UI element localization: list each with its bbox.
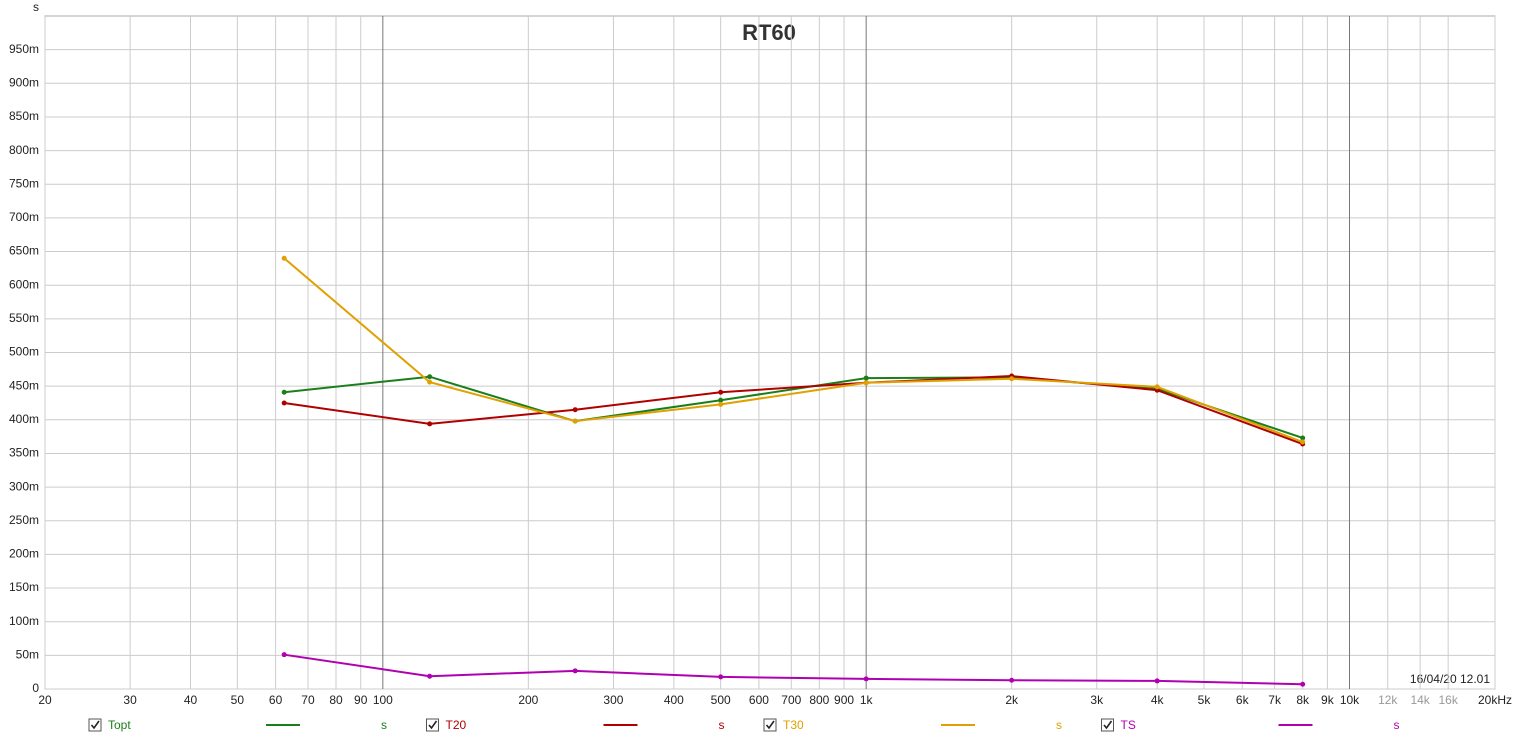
x-tick-label: 16k: [1438, 693, 1458, 707]
legend-check[interactable]: [428, 720, 438, 730]
y-tick-label: 450m: [9, 378, 39, 392]
x-tick-label: 7k: [1268, 693, 1282, 707]
y-tick-label: 950m: [9, 42, 39, 56]
data-point: [1009, 677, 1015, 683]
series-line: [284, 375, 1304, 445]
y-tick-label: 550m: [9, 311, 39, 325]
data-point: [281, 389, 287, 395]
y-tick-label: 850m: [9, 109, 39, 123]
data-point: [427, 374, 433, 380]
x-tick-label: 9k: [1321, 693, 1335, 707]
x-tick-label: 20: [38, 693, 52, 707]
y-tick-label: 700m: [9, 210, 39, 224]
x-tick-label: 2k: [1005, 693, 1019, 707]
legend-label: T30: [783, 718, 804, 732]
y-tick-label: 800m: [9, 143, 39, 157]
x-tick-label: 3k: [1090, 693, 1104, 707]
data-point: [1300, 435, 1306, 441]
y-tick-label: 300m: [9, 479, 39, 493]
y-tick-label: 900m: [9, 75, 39, 89]
data-point: [281, 400, 287, 406]
legend-unit: s: [381, 718, 387, 732]
data-point: [718, 674, 724, 680]
y-tick-label: 650m: [9, 244, 39, 258]
x-tick-label: 30: [123, 693, 137, 707]
data-point: [718, 397, 724, 403]
x-tick-label: 800: [809, 693, 829, 707]
legend-checkbox[interactable]: [763, 718, 777, 732]
x-tick-label: 600: [749, 693, 769, 707]
x-tick-label: 50: [231, 693, 245, 707]
legend-checkbox[interactable]: [1101, 718, 1114, 732]
x-tick-label: 70: [301, 693, 315, 707]
legend-unit: s: [719, 718, 725, 732]
y-tick-label: 400m: [9, 412, 39, 426]
x-tick-label: 5k: [1198, 693, 1212, 707]
x-tick-label: 60: [269, 693, 283, 707]
y-tick-label: 600m: [9, 277, 39, 291]
y-tick-label: 500m: [9, 345, 39, 359]
timestamp: 16/04/20 12.01: [1410, 672, 1490, 686]
data-point: [863, 375, 869, 381]
data-point: [863, 380, 869, 386]
data-point: [1154, 384, 1160, 390]
series-line: [283, 257, 1304, 443]
data-point: [863, 676, 869, 682]
y-tick-label: 150m: [9, 580, 39, 594]
y-axis-label: s: [33, 0, 39, 14]
y-tick-label: 750m: [9, 176, 39, 190]
x-tick-label: 900: [834, 693, 854, 707]
x-tick-label: 100: [373, 693, 393, 707]
data-point: [572, 418, 578, 424]
x-tick-label: 400: [664, 693, 684, 707]
data-point: [572, 668, 578, 674]
y-tick-label: 350m: [9, 446, 39, 460]
legend-check[interactable]: [1103, 720, 1113, 730]
data-point: [1009, 376, 1015, 382]
legend-unit: s: [1056, 718, 1062, 732]
y-tick-label: 0: [32, 681, 39, 695]
data-point: [572, 407, 578, 413]
x-tick-label: 4k: [1151, 693, 1165, 707]
x-tick-label: 700: [781, 693, 801, 707]
data-point: [718, 389, 724, 395]
x-tick-label: 8k: [1296, 693, 1310, 707]
y-tick-label: 100m: [9, 614, 39, 628]
series-line: [284, 653, 1303, 686]
legend-check[interactable]: [765, 720, 775, 730]
legend-unit: s: [1394, 718, 1400, 732]
x-tick-label: 10k: [1340, 693, 1360, 707]
y-tick-label: 50m: [16, 648, 39, 662]
legend-label: Topt: [108, 718, 131, 732]
x-tick-label: 500: [711, 693, 731, 707]
data-point: [718, 401, 724, 407]
data-point: [427, 421, 433, 427]
data-point: [1300, 439, 1306, 445]
y-tick-label: 250m: [9, 513, 39, 527]
legend-checkbox[interactable]: [88, 718, 102, 732]
legend-checkbox[interactable]: [426, 718, 439, 732]
legend-check[interactable]: [90, 720, 100, 730]
data-point: [427, 379, 433, 385]
x-tick-label: 90: [354, 693, 368, 707]
data-point: [281, 652, 287, 658]
chart-title: RT60: [742, 20, 796, 45]
x-tick-label: 14k: [1410, 693, 1430, 707]
x-tick-label: 200: [518, 693, 538, 707]
data-point: [427, 673, 433, 679]
x-tick-label: 6k: [1236, 693, 1250, 707]
data-point: [1300, 681, 1306, 687]
x-tick-label: 300: [603, 693, 623, 707]
legend-label: TS: [1121, 718, 1136, 732]
x-tick-label: 20kHz: [1478, 693, 1512, 707]
legend-label: T20: [446, 718, 467, 732]
x-tick-label: 40: [184, 693, 198, 707]
y-tick-label: 200m: [9, 547, 39, 561]
x-tick-label: 80: [329, 693, 343, 707]
x-tick-label: 1k: [860, 693, 874, 707]
x-tick-label: 12k: [1378, 693, 1398, 707]
data-point: [281, 255, 287, 261]
data-point: [1154, 678, 1160, 684]
